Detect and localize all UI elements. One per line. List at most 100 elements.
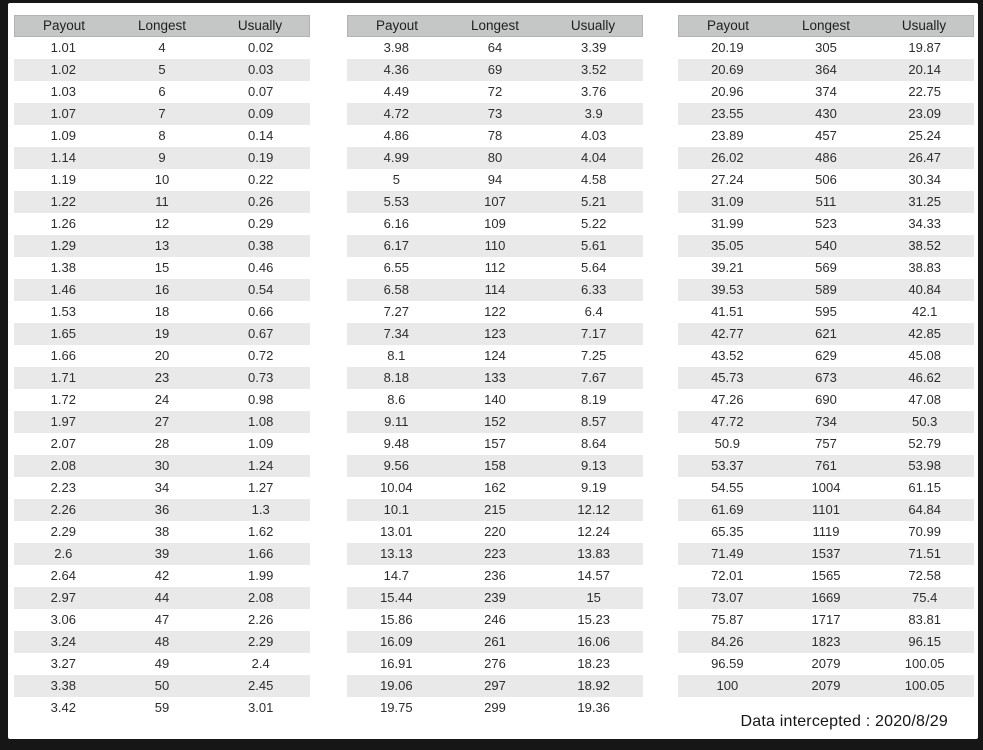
cell-payout: 1.03 — [50, 84, 76, 99]
cell-payout: 6.55 — [383, 260, 409, 275]
cell-payout: 13.01 — [380, 524, 413, 539]
cell-longest: 239 — [484, 590, 506, 605]
cell-payout: 23.89 — [711, 128, 744, 143]
cell-payout: 41.51 — [711, 304, 744, 319]
table-row: 4.49 72 3.76 — [347, 81, 643, 103]
cell-usually: 8.64 — [581, 436, 607, 451]
cell-usually: 1.99 — [248, 568, 274, 583]
cell-payout: 84.26 — [711, 634, 744, 649]
table-row: 39.53 589 40.84 — [678, 279, 974, 301]
cell-payout: 1.38 — [50, 260, 76, 275]
cell-longest: 9 — [158, 150, 166, 165]
table-row: 1.02 5 0.03 — [14, 59, 310, 81]
cell-longest: 540 — [815, 238, 837, 253]
page-background: Payout Longest Usually 1.01 4 0.02 1.02 5 0.03 1.… — [8, 3, 978, 739]
cell-usually: 52.79 — [908, 436, 941, 451]
cell-payout: 1.07 — [50, 106, 76, 121]
cell-longest: 305 — [815, 40, 837, 55]
cell-usually: 13.83 — [577, 546, 610, 561]
cell-usually: 18.92 — [577, 678, 610, 693]
cell-longest: 94 — [487, 172, 503, 187]
cell-longest: 38 — [154, 524, 170, 539]
table-row: 1.66 20 0.72 — [14, 345, 310, 367]
cell-payout: 75.87 — [711, 612, 744, 627]
cell-usually: 61.15 — [908, 480, 941, 495]
cell-longest: 276 — [484, 656, 506, 671]
cell-usually: 42.1 — [912, 304, 938, 319]
cell-payout: 20.19 — [711, 40, 744, 55]
table-row: 6.16 109 5.22 — [347, 213, 643, 235]
cell-longest: 27 — [154, 414, 170, 429]
cell-usually: 9.19 — [581, 480, 607, 495]
cell-usually: 7.67 — [581, 370, 607, 385]
table-row: 2.07 28 1.09 — [14, 433, 310, 455]
table-row: 1.26 12 0.29 — [14, 213, 310, 235]
cell-longest: 673 — [815, 370, 837, 385]
cell-payout: 27.24 — [711, 172, 744, 187]
cell-payout: 4.49 — [383, 84, 409, 99]
table-row: 47.26 690 47.08 — [678, 389, 974, 411]
table-row: 7.34 123 7.17 — [347, 323, 643, 345]
cell-longest: 72 — [487, 84, 503, 99]
cell-usually: 31.25 — [908, 194, 941, 209]
cell-payout: 4.86 — [383, 128, 409, 143]
data-intercepted-note: Data intercepted : 2020/8/29 — [740, 713, 948, 730]
cell-longest: 430 — [815, 106, 837, 121]
table-row: 1.46 16 0.54 — [14, 279, 310, 301]
cell-payout: 2.07 — [50, 436, 76, 451]
cell-payout: 72.01 — [711, 568, 744, 583]
cell-usually: 0.22 — [248, 172, 274, 187]
table-row: 1.72 24 0.98 — [14, 389, 310, 411]
column-header-usually: Usually — [901, 18, 947, 33]
table-row: 72.01 1565 72.58 — [678, 565, 974, 587]
cell-longest: 761 — [815, 458, 837, 473]
cell-usually: 0.26 — [248, 194, 274, 209]
column-header-usually: Usually — [237, 18, 283, 33]
cell-payout: 45.73 — [711, 370, 744, 385]
cell-usually: 26.47 — [908, 150, 941, 165]
cell-payout: 5.53 — [383, 194, 409, 209]
cell-payout: 2.64 — [50, 568, 76, 583]
cell-payout: 47.26 — [711, 392, 744, 407]
cell-payout: 2.97 — [50, 590, 76, 605]
cell-usually: 3.39 — [581, 40, 607, 55]
table-row: 6.58 114 6.33 — [347, 279, 643, 301]
cell-longest: 457 — [815, 128, 837, 143]
cell-payout: 43.52 — [711, 348, 744, 363]
table-row: 2.23 34 1.27 — [14, 477, 310, 499]
table-row: 84.26 1823 96.15 — [678, 631, 974, 653]
cell-payout: 1.14 — [50, 150, 76, 165]
cell-longest: 110 — [484, 238, 506, 253]
table-row: 35.05 540 38.52 — [678, 235, 974, 257]
cell-longest: 595 — [815, 304, 837, 319]
cell-usually: 0.02 — [248, 40, 274, 55]
cell-usually: 83.81 — [908, 612, 941, 627]
cell-payout: 3.98 — [383, 40, 409, 55]
cell-payout: 4.36 — [383, 62, 409, 77]
table-row: 2.6 39 1.66 — [14, 543, 310, 565]
cell-payout: 15.86 — [380, 612, 413, 627]
cell-usually: 96.15 — [908, 634, 941, 649]
column-header-longest: Longest — [801, 18, 851, 33]
cell-payout: 1.26 — [50, 216, 76, 231]
cell-usually: 4.58 — [581, 172, 607, 187]
table-row: 61.69 1101 64.84 — [678, 499, 974, 521]
cell-payout: 1.46 — [50, 282, 76, 297]
cell-usually: 0.38 — [248, 238, 274, 253]
column-header-longest: Longest — [470, 18, 520, 33]
cell-longest: 1669 — [811, 590, 841, 605]
cell-usually: 4.04 — [581, 150, 607, 165]
table-row: 3.38 50 2.45 — [14, 675, 310, 697]
cell-usually: 1.66 — [248, 546, 274, 561]
cell-longest: 73 — [487, 106, 503, 121]
cell-usually: 3.76 — [581, 84, 607, 99]
table-row: 45.73 673 46.62 — [678, 367, 974, 389]
cell-longest: 223 — [484, 546, 506, 561]
column-header-payout: Payout — [375, 18, 419, 33]
cell-usually: 5.64 — [581, 260, 607, 275]
cell-longest: 1823 — [811, 634, 841, 649]
cell-usually: 3.01 — [248, 700, 274, 715]
cell-payout: 14.7 — [383, 568, 409, 583]
cell-usually: 0.98 — [248, 392, 274, 407]
cell-usually: 2.08 — [248, 590, 274, 605]
